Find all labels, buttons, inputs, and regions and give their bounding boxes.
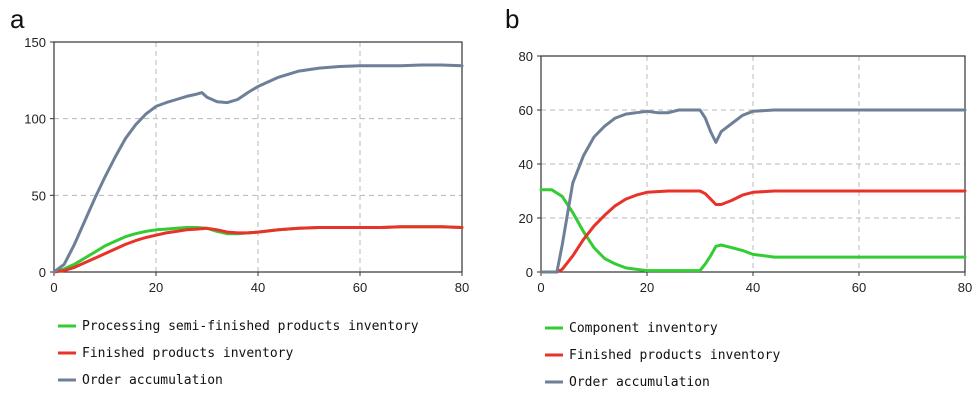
legend-label: Order accumulation <box>82 373 223 388</box>
legend-label: Order accumulation <box>569 375 710 390</box>
y-tick-label: 60 <box>519 103 533 118</box>
chart-panel-a: a 0 20 40 60 80 0 50 100 150 Processing semi-finis… <box>10 4 469 388</box>
x-tick-label: 20 <box>149 280 163 295</box>
legend-label: Processing semi-finished products invent… <box>82 319 419 334</box>
y-tick-label: 0 <box>39 265 46 280</box>
legend-entry: Processing semi-finished products invent… <box>58 319 419 334</box>
y-tick-label: 80 <box>519 49 533 64</box>
legend-entry: Finished products inventory <box>58 346 293 361</box>
x-tick-label: 60 <box>852 280 866 295</box>
x-tick-label: 20 <box>640 280 654 295</box>
series-line-order-accumulation <box>52 63 464 274</box>
legend-entry: Finished products inventory <box>545 348 780 363</box>
y-tick-label: 0 <box>526 265 533 280</box>
y-tick-label: 100 <box>24 112 46 127</box>
series-line-order-accumulation <box>539 108 967 274</box>
legend-entry: Order accumulation <box>58 373 223 388</box>
x-tick-label: 40 <box>251 280 265 295</box>
legend-label: Component inventory <box>569 321 718 336</box>
y-tick-label: 50 <box>32 188 46 203</box>
x-tick-label: 0 <box>537 280 544 295</box>
y-tick-label: 20 <box>519 211 533 226</box>
y-tick-label: 40 <box>519 157 533 172</box>
series-line-finished-products-inventory <box>539 189 967 274</box>
chart-panel-b: b 0 20 40 60 80 0 20 40 60 80 Component inventory Fi… <box>505 4 972 390</box>
panel-label: a <box>10 4 25 34</box>
legend-entry: Component inventory <box>545 321 718 336</box>
x-tick-label: 80 <box>958 280 972 295</box>
x-tick-label: 80 <box>455 280 469 295</box>
legend-label: Finished products inventory <box>569 348 780 363</box>
x-tick-label: 60 <box>353 280 367 295</box>
y-tick-label: 150 <box>24 35 46 50</box>
panel-label: b <box>505 4 519 34</box>
x-tick-label: 0 <box>50 280 57 295</box>
series-line-component-inventory <box>539 188 967 273</box>
legend-label: Finished products inventory <box>82 346 293 361</box>
series-line-finished-products-inventory <box>52 225 464 274</box>
x-tick-label: 40 <box>746 280 760 295</box>
legend-entry: Order accumulation <box>545 375 710 390</box>
